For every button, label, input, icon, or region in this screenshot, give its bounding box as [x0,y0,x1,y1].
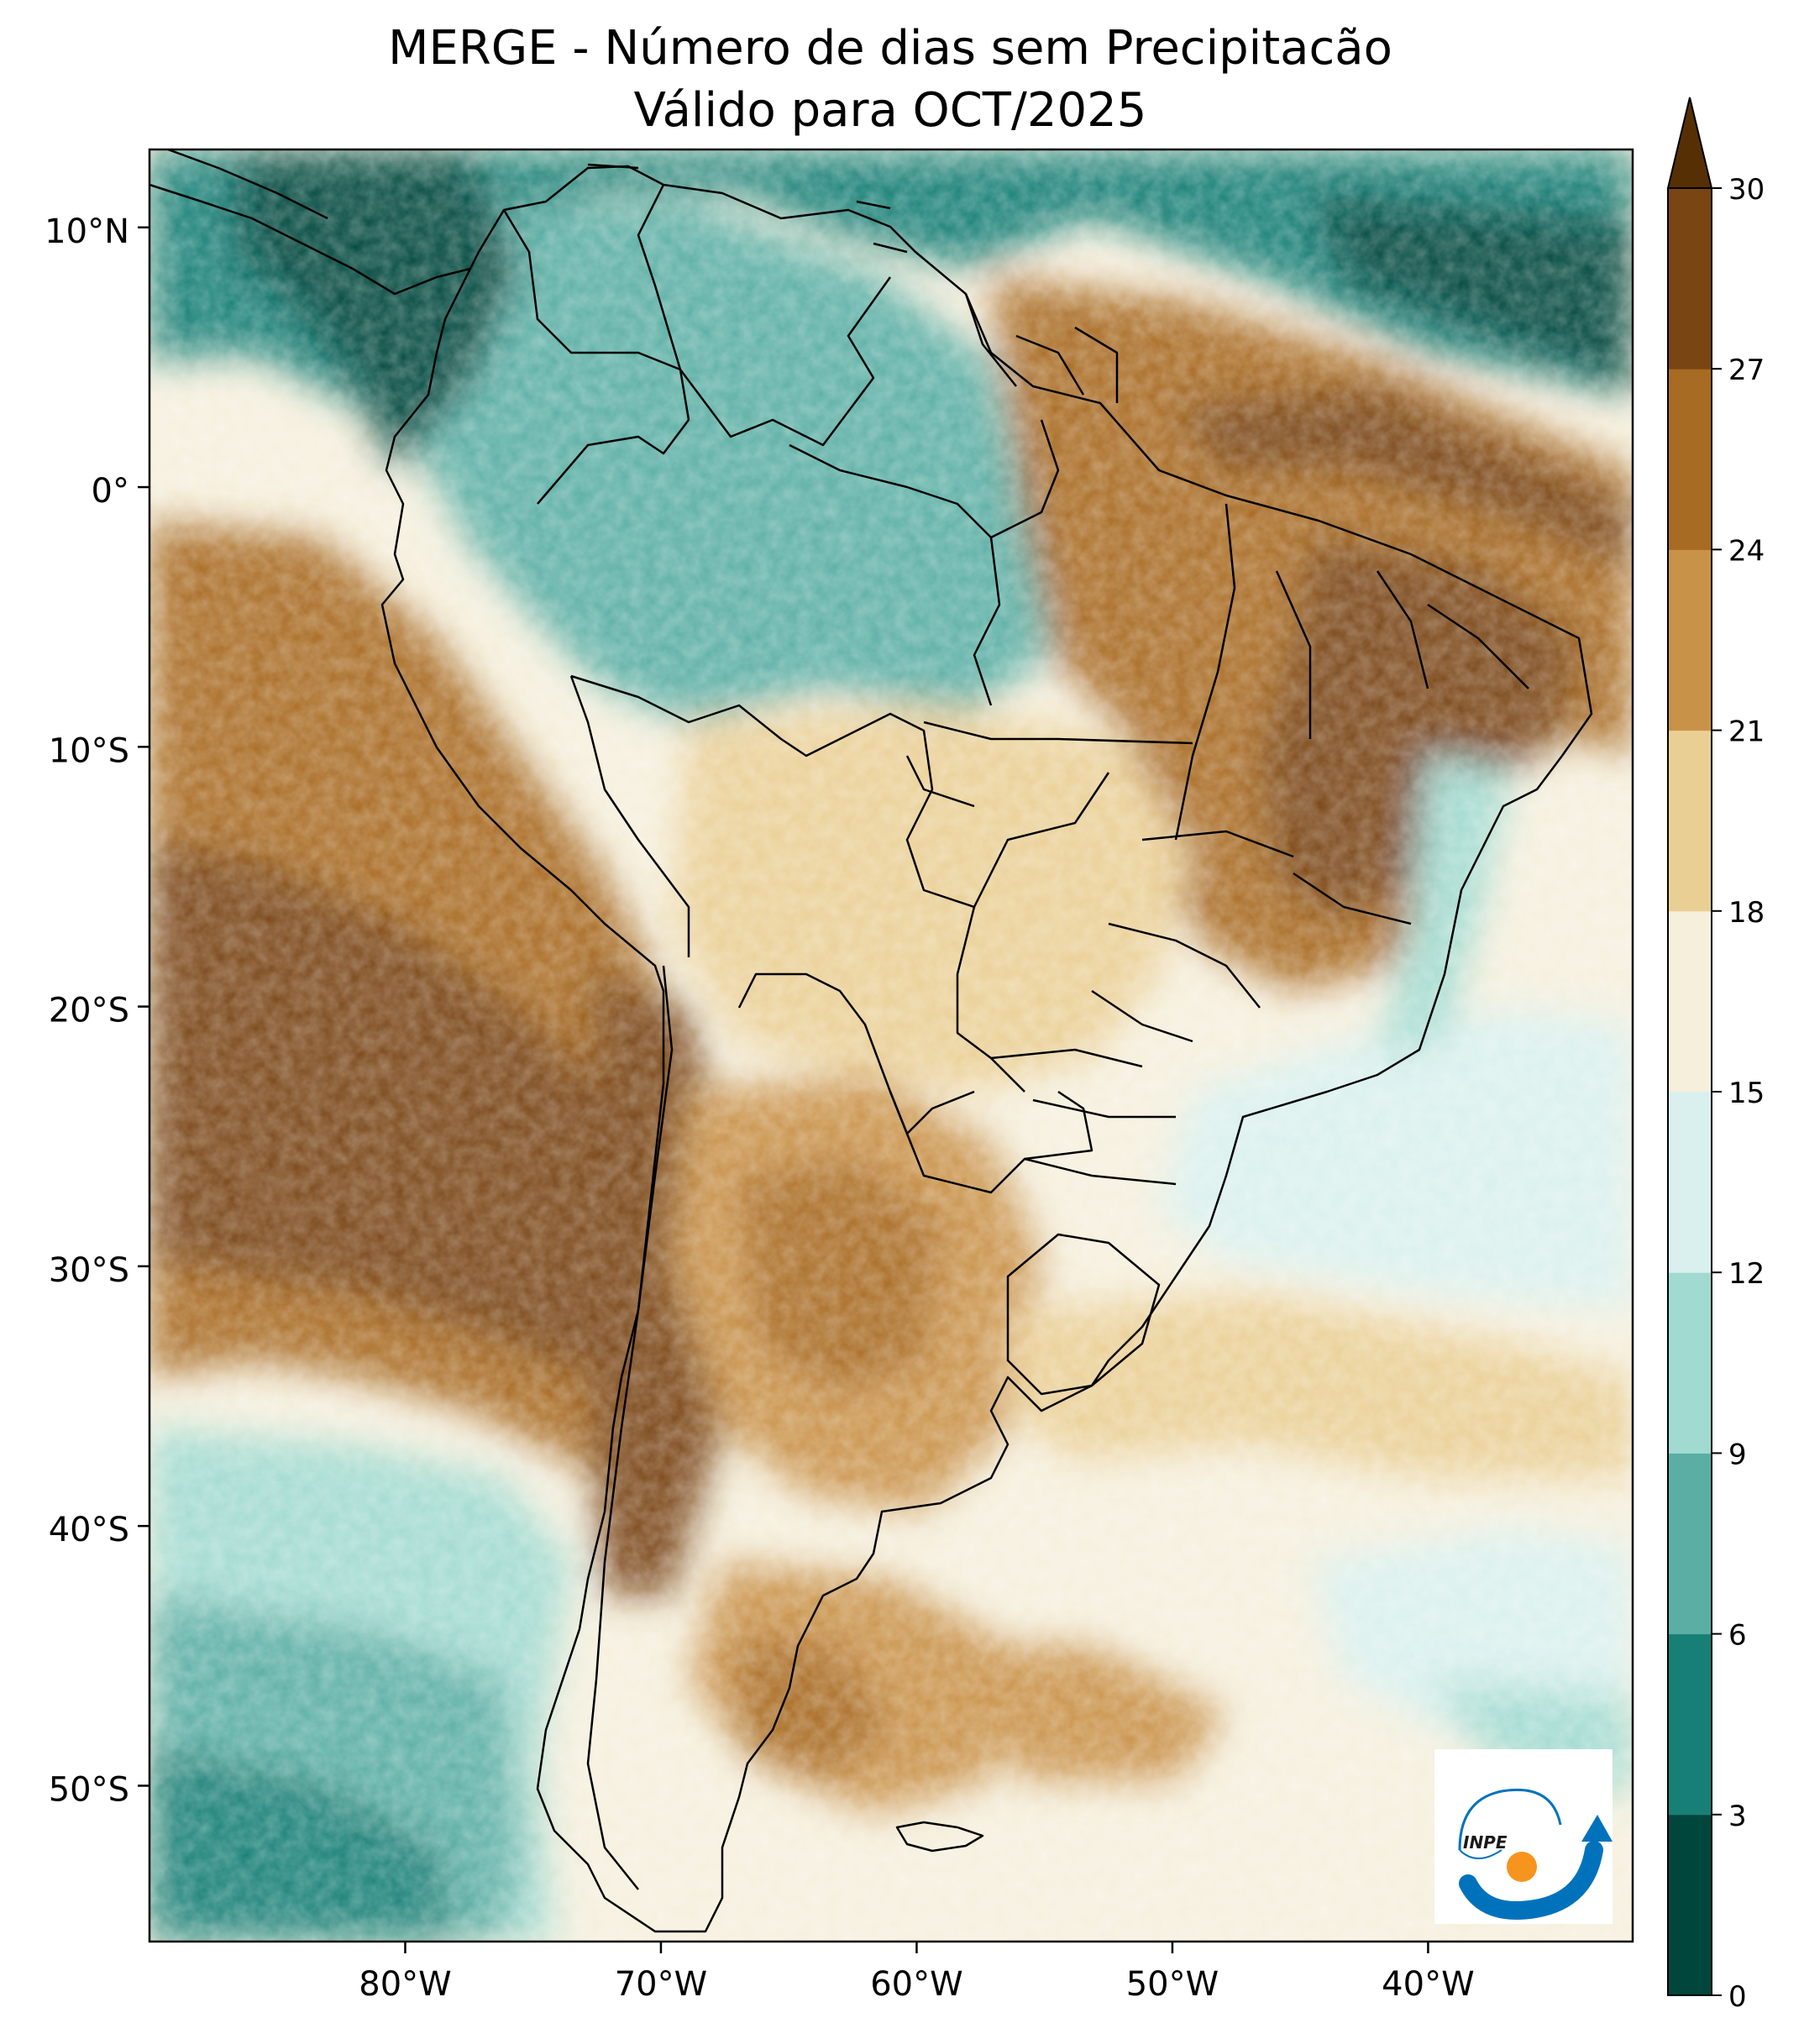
lon-tick-label: 80°W [359,1965,451,2004]
lat-tick-label: 10°N [45,212,129,251]
coastlines [149,149,1593,1933]
precip-field [149,149,1633,1942]
map-subtitle: Válido para OCT/2025 [633,83,1147,138]
colorbar-tick-label: 12 [1728,1257,1765,1291]
colorbar-tick-label: 27 [1728,354,1765,387]
country-border-venezuela [637,184,892,447]
state-borders-brazil [789,419,1529,1186]
colorbar-tick-label: 30 [1728,173,1765,207]
lat-tick-label: 10°S [49,731,129,770]
colorbar-segment [1668,1092,1712,1273]
falkland-islands [895,1821,984,1853]
lat-tick-label: 50°S [49,1770,129,1809]
colorbar-extend-max [1666,97,1713,189]
colorbar-segment [1668,1633,1712,1816]
lon-tick-label: 70°W [615,1965,707,2004]
latitude-axis: 10°N 0° 10°S 20°S 30°S 40°S 50°S [45,212,149,1809]
colorbar-segment [1668,1453,1712,1635]
lon-tick-label: 60°W [870,1965,962,2004]
map-title: MERGE - Número de dias sem Precipitacão [388,21,1392,76]
colorbar-segment [1668,1272,1712,1454]
lon-tick-label: 50°W [1126,1965,1219,2004]
lon-tick-label: 40°W [1382,1965,1474,2004]
country-border-guianas [964,293,1119,403]
lat-tick-label: 0° [92,472,129,511]
colorbar-tick-label: 9 [1728,1438,1747,1471]
central-america-coast [149,149,908,296]
colorbar: 0 3 6 9 12 15 18 21 24 27 30 [1666,97,1765,2014]
inpe-logo: INPE [1434,1749,1613,1924]
lat-tick-label: 20°S [49,992,129,1030]
south-america-coastline [380,165,1593,1933]
colorbar-tick-label: 24 [1728,534,1765,568]
colorbar-tick-label: 3 [1728,1800,1747,1833]
colorbar-segment [1668,1814,1712,1996]
lat-tick-label: 40°S [49,1511,129,1549]
map-frame [148,148,1634,1943]
colorbar-segment [1668,188,1712,369]
inpe-logo-text: INPE [1463,1832,1508,1853]
colorbar-tick-label: 0 [1728,1980,1747,2014]
longitude-axis: 80°W 70°W 60°W 50°W 40°W [359,1942,1475,2004]
country-border-chile-argentina [586,965,674,1890]
colorbar-tick-label: 15 [1728,1077,1765,1110]
colorbar-segment [1668,910,1712,1093]
colorbar-segment [1668,369,1712,550]
colorbar-tick-label: 21 [1728,715,1765,749]
colorbar-segment [1668,549,1712,731]
colorbar-tick-label: 18 [1728,896,1765,930]
colorbar-tick-label: 6 [1728,1619,1747,1653]
lat-tick-label: 30°S [49,1251,129,1290]
country-border-brazil-west [570,674,1025,1093]
country-border-peru-bolivia [569,675,690,957]
country-border-uruguay [1006,1233,1161,1396]
country-border-bolivia [737,972,975,1135]
colorbar-segment [1668,730,1712,912]
